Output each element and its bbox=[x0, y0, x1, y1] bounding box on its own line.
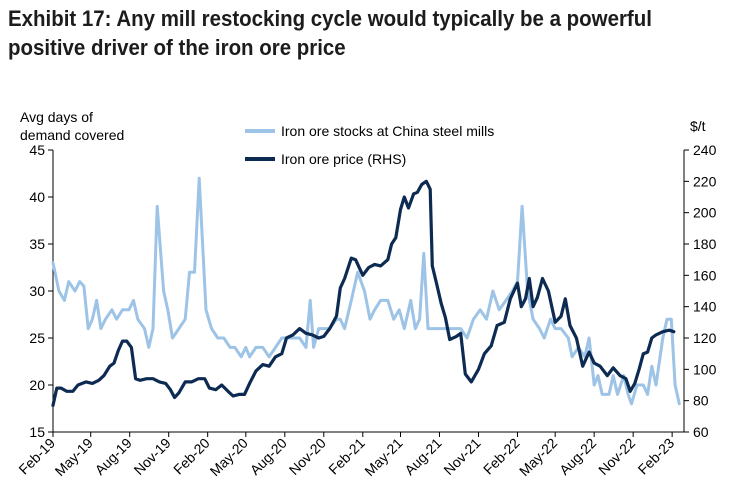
x-tick-label: Aug-20 bbox=[247, 435, 290, 478]
right-tick-label: 200 bbox=[693, 205, 717, 221]
title-line-1: Exhibit 17: Any mill restocking cycle wo… bbox=[8, 6, 652, 31]
right-axis-ticks: 60 80 100 120 140 160 180 200 220 240 bbox=[684, 142, 717, 440]
x-axis-ticks: Feb-19May-19Aug-19Nov-19Feb-20May-20Aug-… bbox=[15, 432, 677, 479]
left-tick-label: 15 bbox=[29, 424, 45, 440]
legend-label-stocks: Iron ore stocks at China steel mills bbox=[281, 123, 494, 139]
left-tick-label: 35 bbox=[29, 236, 45, 252]
left-axis-label-line-1: Avg days of bbox=[20, 109, 93, 125]
x-tick-label: Aug-19 bbox=[92, 435, 135, 478]
x-tick-label: Nov-21 bbox=[440, 435, 483, 478]
axes bbox=[52, 150, 685, 433]
x-tick-label: May-22 bbox=[516, 435, 560, 479]
x-tick-label: May-19 bbox=[52, 435, 96, 479]
series-line-stocks bbox=[51, 176, 681, 406]
series-layer bbox=[51, 176, 681, 407]
left-tick-label: 40 bbox=[29, 189, 45, 205]
x-tick-label: Feb-23 bbox=[635, 435, 678, 478]
right-tick-label: 220 bbox=[693, 173, 717, 189]
x-tick-label: May-21 bbox=[361, 435, 405, 479]
x-tick-label: Nov-22 bbox=[595, 435, 638, 478]
x-tick-label: Feb-22 bbox=[480, 435, 523, 478]
legend-label-price: Iron ore price (RHS) bbox=[281, 151, 406, 167]
left-tick-label: 45 bbox=[29, 142, 45, 158]
series-line-price bbox=[51, 179, 676, 407]
x-tick-label: Feb-19 bbox=[15, 435, 58, 478]
title-line-2: positive driver of the iron ore price bbox=[8, 35, 346, 60]
right-tick-label: 80 bbox=[693, 393, 709, 409]
left-tick-label: 20 bbox=[29, 377, 45, 393]
x-tick-label: Aug-22 bbox=[556, 435, 599, 478]
left-axis-label-line-2: demand covered bbox=[20, 127, 124, 143]
left-axis-ticks: 15 20 25 30 35 40 45 bbox=[29, 142, 53, 440]
x-tick-label: Feb-21 bbox=[325, 435, 368, 478]
right-tick-label: 140 bbox=[693, 299, 717, 315]
x-tick-label: Nov-19 bbox=[131, 435, 174, 478]
right-tick-label: 120 bbox=[693, 330, 717, 346]
x-tick-label: Feb-20 bbox=[170, 435, 213, 478]
left-tick-label: 30 bbox=[29, 283, 45, 299]
right-tick-label: 100 bbox=[693, 361, 717, 377]
right-tick-label: 160 bbox=[693, 267, 717, 283]
right-axis-label: $/t bbox=[690, 118, 706, 134]
x-tick-label: Nov-20 bbox=[286, 435, 329, 478]
left-tick-label: 25 bbox=[29, 330, 45, 346]
legend: Iron ore stocks at China steel mills Iro… bbox=[245, 123, 494, 167]
chart-title: Exhibit 17: Any mill restocking cycle wo… bbox=[8, 4, 687, 62]
x-tick-label: Aug-21 bbox=[401, 435, 444, 478]
x-tick-label: May-20 bbox=[207, 435, 251, 479]
right-tick-label: 60 bbox=[693, 424, 709, 440]
right-tick-label: 180 bbox=[693, 236, 717, 252]
right-tick-label: 240 bbox=[693, 142, 717, 158]
